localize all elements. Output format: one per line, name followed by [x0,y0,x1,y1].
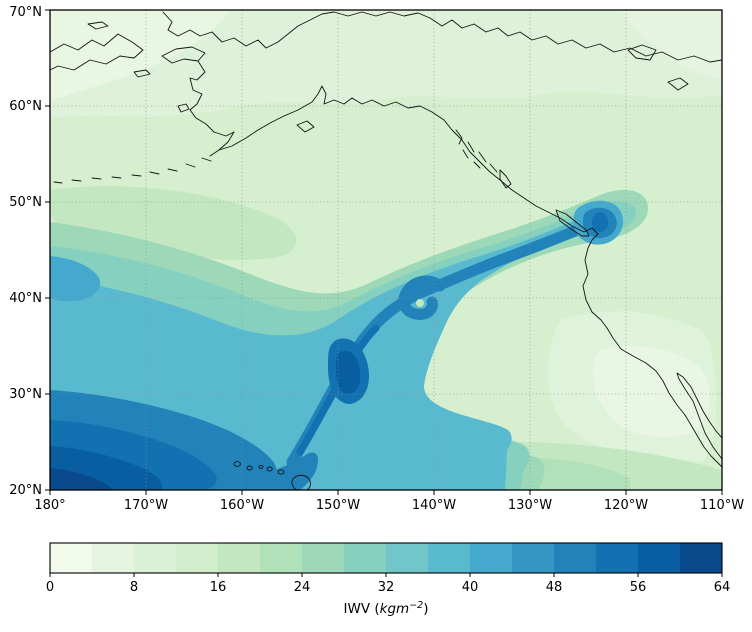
axes-border [49,9,723,491]
colorbar-cell [638,543,680,573]
colorbar-title-prefix: IWV ( [344,601,380,617]
dry-northeast-corner [620,10,722,80]
west-edge-blue-tongue [50,256,101,302]
colorbar-tick-label: 40 [462,580,479,595]
y-tick-label: 40°N [9,291,42,306]
coast-seward-peninsula [161,46,206,64]
colorbar-tick-marks [49,573,723,577]
colorbar-cell [512,543,554,573]
colorbar-cell [134,543,176,573]
dry-offshore-california-core [592,346,710,438]
islands-bering-sea [133,69,190,113]
islands-hawaii [233,461,311,490]
x-tick-label: 110°W [700,498,744,513]
coast-gulf-of-california [676,372,722,460]
coast-chukotka [50,33,144,71]
iwv-field-layers [50,10,722,490]
landfall-blob-core [592,212,608,232]
x-tick-label: 160°W [220,498,264,513]
x-tick-label: 180° [34,498,65,513]
y-tick-label: 20°N [9,483,42,498]
colorbar-title: IWV (kgm−2) [344,600,429,617]
colorbar-tick-label: 8 [130,580,138,595]
colorbar-cell [50,543,92,573]
subtropical-pool-tongue [255,452,318,490]
island-kodiak [296,120,315,133]
island-vancouver [555,209,590,237]
colorbar-title-superscript: −2 [409,600,423,611]
y-tick-label: 60°N [9,99,42,114]
colorbar-cell [428,543,470,573]
islands-alexander-archipelago [455,129,498,173]
colorbar-tick-label: 48 [546,580,563,595]
axis-tick-marks [45,9,723,495]
colorbar-cell [386,543,428,573]
colorbar-cell [680,543,722,573]
coast-alaska-west [189,60,235,157]
x-tick-label: 150°W [316,498,360,513]
colorbar-tick-label: 0 [46,580,54,595]
colorbar-tick-label: 24 [294,580,311,595]
colorbar-cells [50,543,722,573]
x-tick-label: 170°W [124,498,168,513]
y-tick-label: 30°N [9,387,42,402]
filament-knot-core [336,350,361,394]
y-tick-label: 70°N [9,5,42,20]
colorbar-cell [470,543,512,573]
colorbar-tick-label: 64 [714,580,731,595]
subtropical-pool-darkest [50,468,112,490]
x-tick-label: 120°W [604,498,648,513]
x-tick-label: 140°W [412,498,456,513]
colorbar: 0 8 16 24 32 40 48 56 64 IWV (kgm−2) [46,542,730,617]
colorbar-cell [92,543,134,573]
colorbar-tick-label: 16 [210,580,227,595]
island-haida-gwaii [499,169,512,189]
x-tick-label: 130°W [508,498,552,513]
y-tick-label: 50°N [9,195,42,210]
dry-north-band [50,10,722,118]
colorbar-cell [260,543,302,573]
lakes-northeast [627,44,689,91]
islands-aleutian [53,157,212,184]
colorbar-tick-label: 56 [630,580,647,595]
y-axis-labels: 70°N 60°N 50°N 40°N 30°N 20°N [9,5,42,498]
island-top-left [87,21,109,30]
colorbar-title-suffix: ) [423,601,428,617]
colorbar-tick-labels: 0 8 16 24 32 40 48 56 64 [46,580,730,595]
coastlines [50,11,722,490]
colorbar-title-math: kgm [380,601,410,617]
colorbar-cell [344,543,386,573]
x-axis-labels: 180° 170°W 160°W 150°W 140°W 130°W 120°W… [34,498,744,513]
colorbar-cell [302,543,344,573]
graticule-gridlines [50,10,722,490]
colorbar-tick-label: 32 [378,580,395,595]
coast-arctic [162,11,722,63]
colorbar-cell [554,543,596,573]
swirl-notch [416,299,424,307]
coast-north-america-west [218,85,722,468]
colorbar-cell [596,543,638,573]
colorbar-cell [218,543,260,573]
colorbar-cell [176,543,218,573]
